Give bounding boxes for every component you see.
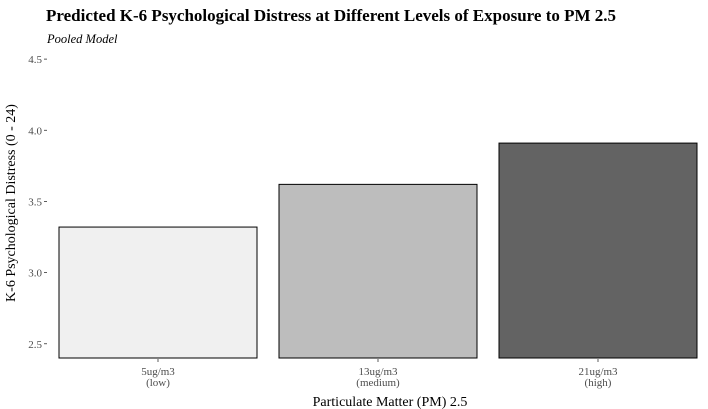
x-tick-label: 13ug/m3 (medium): [356, 366, 400, 389]
y-tick-label: 3.5: [28, 196, 42, 208]
x-tick-label-line2: (medium): [356, 377, 400, 389]
bar: [278, 183, 478, 359]
x-axis-label: Particulate Matter (PM) 2.5: [313, 395, 468, 409]
y-axis-label: K-6 Psychological Distress (0 - 24): [4, 104, 19, 302]
y-tick-label: 3.0: [28, 268, 42, 280]
x-tick-label-line1: 5ug/m3: [141, 366, 175, 378]
chart-title: Predicted K-6 Psychological Distress at …: [46, 6, 616, 25]
y-tick-label: 2.5: [28, 339, 42, 351]
chart-subtitle: Pooled Model: [46, 32, 118, 46]
bar: [498, 142, 698, 359]
x-tick-label-line1: 13ug/m3: [358, 366, 398, 378]
x-tick-label-line2: (low): [146, 377, 170, 389]
y-axis: 2.5 3.0 3.5 4.0 4.5: [28, 54, 47, 351]
x-tick-label: 21ug/m3 (high): [578, 366, 618, 389]
x-tick-label-line1: 21ug/m3: [578, 366, 618, 378]
x-tick-label: 5ug/m3 (low): [141, 366, 175, 389]
bars: [58, 142, 698, 359]
bar: [58, 226, 258, 359]
x-tick-label-line2: (high): [585, 377, 612, 389]
x-axis: 5ug/m3 (low) 13ug/m3 (medium) 21ug/m3 (high): [141, 359, 618, 389]
y-tick-label: 4.5: [28, 54, 42, 66]
y-tick-label: 4.0: [28, 125, 42, 137]
